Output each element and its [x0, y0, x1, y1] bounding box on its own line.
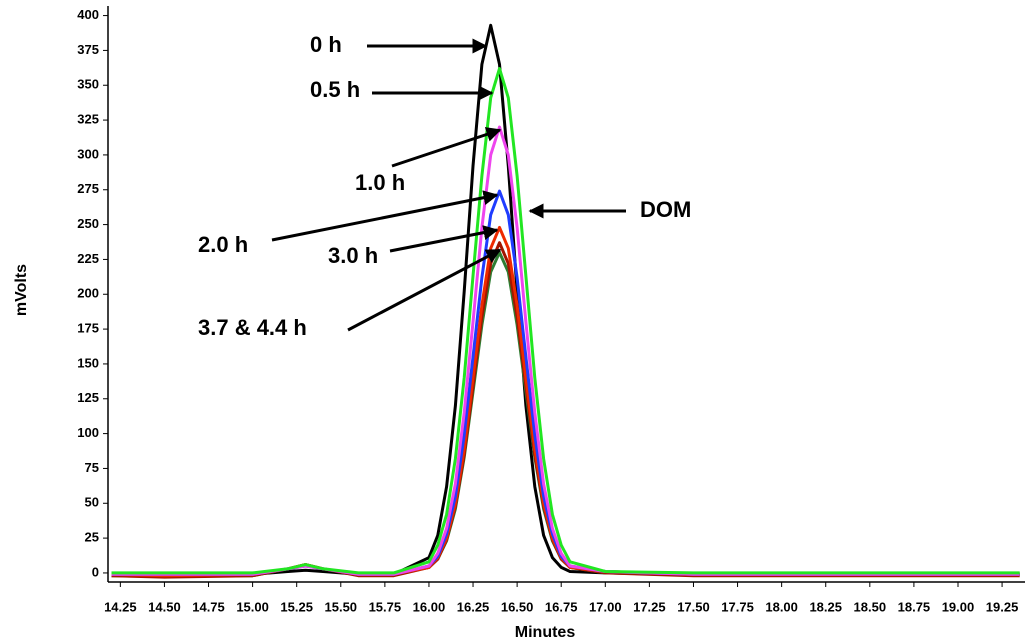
y-tick-label: 25 — [85, 530, 99, 545]
x-tick-label: 17.75 — [721, 599, 754, 614]
annotation: 1.0 h — [355, 170, 405, 195]
x-tick-label: 18.50 — [854, 599, 887, 614]
y-tick-label: 375 — [77, 42, 99, 57]
annotation-arrow — [271, 190, 499, 242]
y-tick-label: 150 — [77, 355, 99, 370]
y-tick-label: 325 — [77, 112, 99, 127]
series-line — [111, 225, 1020, 578]
x-tick-label: 19.00 — [942, 599, 975, 614]
annotation: 2.0 h — [198, 232, 248, 257]
y-tick-label: 200 — [77, 286, 99, 301]
y-tick-label: 350 — [77, 77, 99, 92]
series-line — [111, 23, 1020, 576]
y-tick-label: 100 — [77, 425, 99, 440]
series-line — [111, 241, 1020, 579]
x-tick-label: 18.75 — [898, 599, 931, 614]
x-tick-label: 18.00 — [765, 599, 798, 614]
x-tick-label: 15.75 — [369, 599, 402, 614]
annotation: 3.0 h — [328, 243, 378, 268]
annotation: 3.7 & 4.4 h — [198, 315, 307, 340]
y-tick-label: 50 — [85, 495, 99, 510]
x-tick-label: 16.25 — [457, 599, 490, 614]
x-tick-label: 15.00 — [236, 599, 269, 614]
annotation: 0.5 h — [310, 77, 360, 102]
y-tick-label: 175 — [77, 321, 99, 336]
y-tick-label: 225 — [77, 251, 99, 266]
y-axis-title: mVolts — [13, 264, 30, 316]
x-tick-label: 17.00 — [589, 599, 622, 614]
x-tick-label: 17.25 — [633, 599, 666, 614]
x-tick-label: 15.50 — [325, 599, 358, 614]
y-tick-label: 300 — [77, 146, 99, 161]
y-tick-label: 250 — [77, 216, 99, 231]
annotation: DOM — [640, 197, 691, 222]
x-tick-label: 17.50 — [677, 599, 710, 614]
annotation: 0 h — [310, 32, 342, 57]
x-tick-label: 14.25 — [104, 599, 137, 614]
x-tick-label: 14.50 — [148, 599, 181, 614]
x-tick-label: 19.25 — [986, 599, 1019, 614]
y-tick-label: 75 — [85, 460, 99, 475]
x-tick-label: 16.50 — [501, 599, 534, 614]
x-tick-label: 14.75 — [192, 599, 225, 614]
y-tick-label: 125 — [77, 390, 99, 405]
series-line — [111, 251, 1020, 578]
x-axis-title: Minutes — [515, 624, 576, 641]
annotation-arrow — [389, 225, 499, 253]
series-line — [111, 125, 1020, 576]
x-tick-label: 16.75 — [545, 599, 578, 614]
x-tick-label: 15.25 — [280, 599, 313, 614]
x-tick-label: 18.25 — [809, 599, 842, 614]
y-tick-label: 0 — [92, 564, 99, 579]
x-tick-label: 16.00 — [413, 599, 446, 614]
annotation-arrow — [347, 248, 502, 332]
annotation-arrow — [391, 127, 502, 168]
y-tick-label: 275 — [77, 181, 99, 196]
y-tick-label: 400 — [77, 7, 99, 22]
